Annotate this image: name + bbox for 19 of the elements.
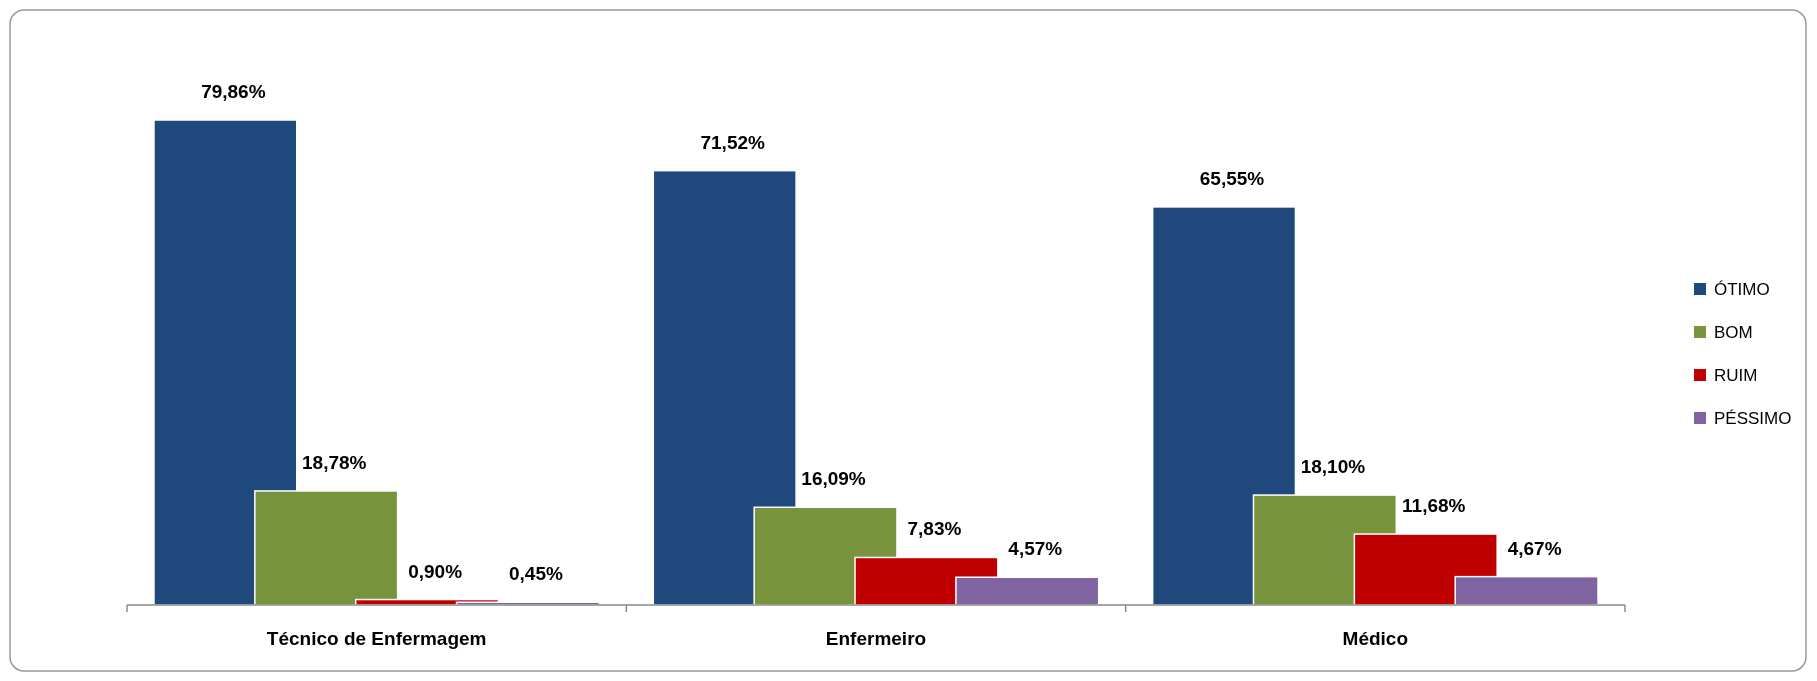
data-label: 0,45%	[509, 563, 564, 585]
data-label: 0,90%	[408, 560, 463, 582]
data-label: 18,78%	[302, 451, 367, 473]
data-label: 4,67%	[1507, 537, 1562, 559]
x-tick-label: Enfermeiro	[825, 628, 927, 649]
legend-label: ÓTIMO	[1714, 280, 1770, 299]
data-label: 16,09%	[801, 468, 866, 490]
data-label: 79,86%	[201, 81, 266, 102]
legend-label: RUIM	[1714, 366, 1758, 385]
data-label: 11,68%	[1402, 495, 1466, 517]
data-label: 65,55%	[1199, 167, 1265, 189]
data-label: 18,10%	[1300, 456, 1366, 478]
data-label: 7,83%	[907, 518, 962, 540]
x-tick-label: Médico	[1342, 628, 1409, 649]
legend-label: PÉSSIMO	[1714, 409, 1792, 428]
x-tick-label: Técnico de Enfermagem	[266, 628, 487, 649]
data-label: 4,57%	[1008, 538, 1063, 560]
legend-label: BOM	[1714, 323, 1753, 342]
data-label: 71,52%	[700, 131, 766, 153]
